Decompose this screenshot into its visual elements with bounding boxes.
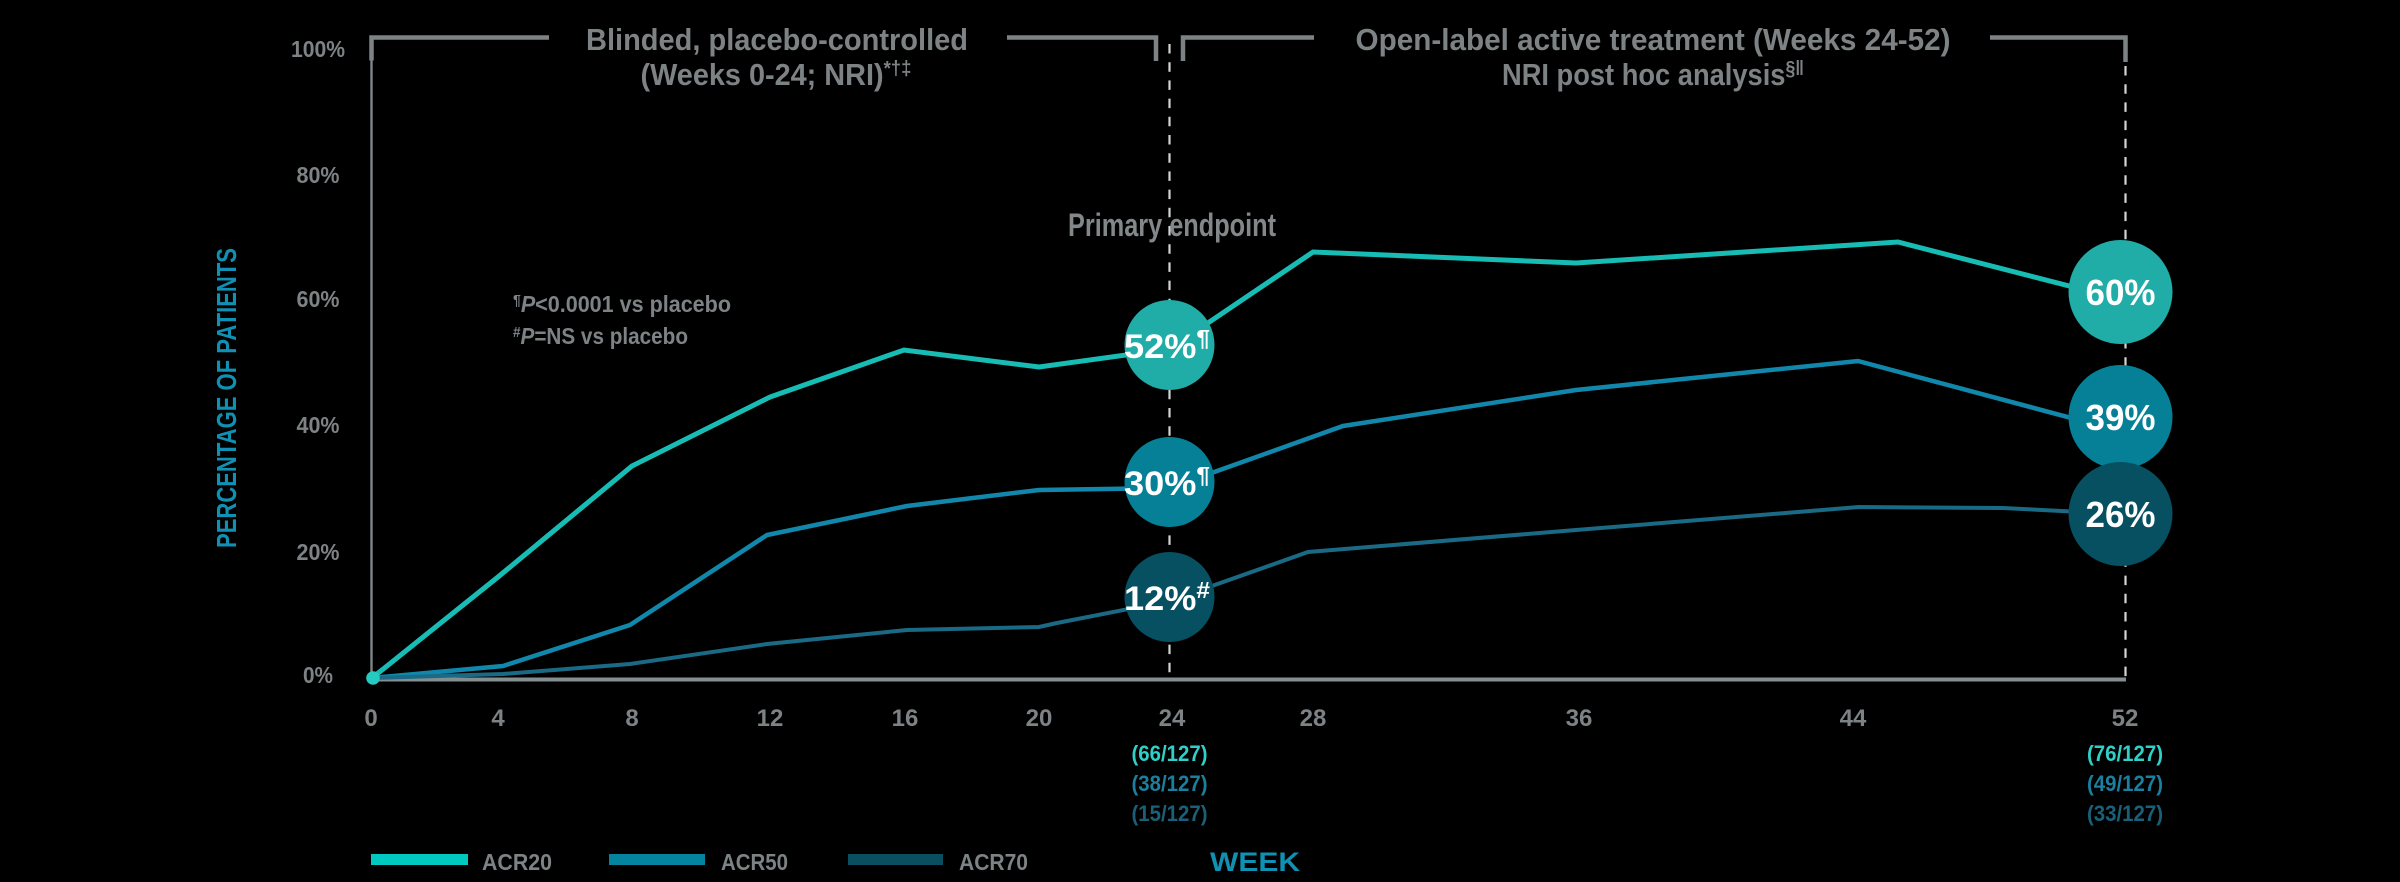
svg-text:20%: 20%: [297, 539, 340, 565]
svg-text:ACR20: ACR20: [482, 849, 552, 875]
svg-text:NRI post hoc analysis§‖: NRI post hoc analysis§‖: [1502, 57, 1804, 92]
svg-text:39%: 39%: [2086, 397, 2156, 438]
svg-text:26%: 26%: [2086, 494, 2156, 535]
svg-text:52%¶: 52% ¶: [1124, 325, 1210, 366]
svg-text:0%: 0%: [303, 662, 333, 688]
svg-text:WEEK: WEEK: [1210, 847, 1301, 877]
svg-text:#P=NS vs placebo: #P=NS vs placebo: [513, 323, 688, 349]
svg-text:100%: 100%: [291, 36, 345, 62]
svg-text:44: 44: [1840, 705, 1867, 732]
svg-text:(Weeks 0-24; NRI)*†‡: (Weeks 0-24; NRI)*†‡: [641, 57, 912, 92]
svg-text:60%: 60%: [297, 286, 340, 312]
svg-text:8: 8: [625, 705, 638, 732]
svg-text:Open-label active treatment (W: Open-label active treatment (Weeks 24-52…: [1356, 22, 1951, 57]
svg-text:12%#: 12% #: [1124, 577, 1210, 618]
svg-text:(38/127): (38/127): [1132, 771, 1208, 796]
svg-text:30%¶: 30% ¶: [1124, 462, 1210, 503]
svg-text:¶P<0.0001 vs placebo: ¶P<0.0001 vs placebo: [513, 291, 731, 317]
svg-text:(33/127): (33/127): [2087, 801, 2163, 826]
svg-text:20: 20: [1026, 705, 1053, 732]
svg-text:Primary endpoint: Primary endpoint: [1068, 207, 1276, 243]
svg-text:ACR70: ACR70: [959, 849, 1028, 875]
svg-text:36: 36: [1566, 705, 1593, 732]
svg-text:(66/127): (66/127): [1132, 741, 1208, 766]
svg-text:(15/127): (15/127): [1132, 801, 1208, 826]
svg-text:40%: 40%: [297, 412, 340, 438]
svg-text:Blinded, placebo-controlled: Blinded, placebo-controlled: [586, 22, 968, 57]
svg-text:52: 52: [2112, 705, 2139, 732]
svg-text:24: 24: [1159, 705, 1186, 732]
svg-text:ACR50: ACR50: [721, 849, 788, 875]
svg-text:16: 16: [892, 705, 919, 732]
svg-text:PERCENTAGE OF PATIENTS: PERCENTAGE OF PATIENTS: [211, 248, 242, 548]
svg-text:12: 12: [757, 705, 784, 732]
svg-text:4: 4: [491, 705, 505, 732]
svg-text:60%: 60%: [2086, 272, 2156, 313]
svg-text:80%: 80%: [297, 162, 340, 188]
svg-text:(76/127): (76/127): [2087, 741, 2163, 766]
svg-text:0: 0: [364, 705, 377, 732]
svg-text:28: 28: [1300, 705, 1327, 732]
svg-text:(49/127): (49/127): [2087, 771, 2163, 796]
